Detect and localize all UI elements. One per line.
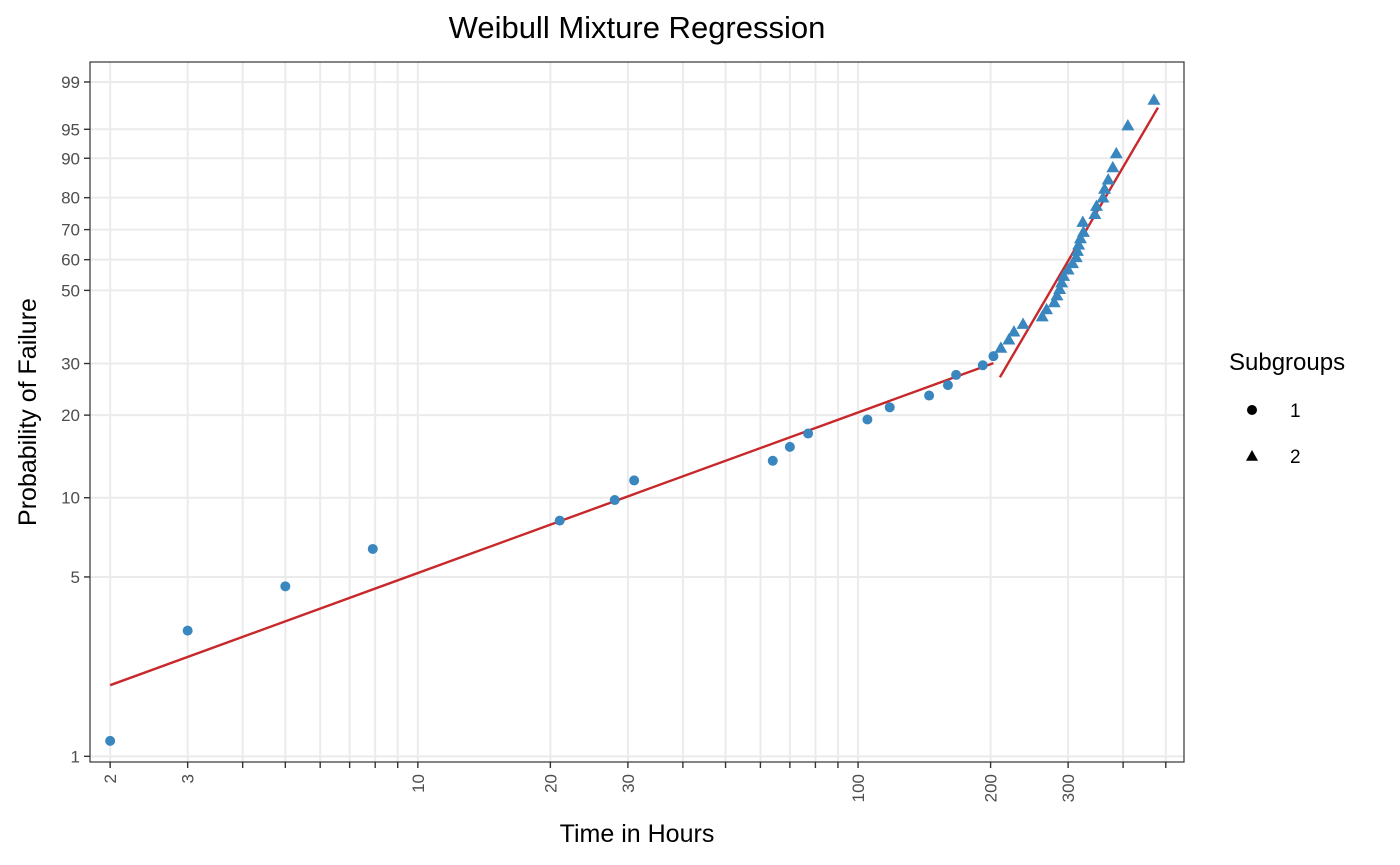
y-tick-label: 50 [61, 281, 80, 300]
data-point-triangle [1121, 118, 1135, 131]
y-tick-label: 99 [61, 73, 80, 92]
x-tick-label: 200 [982, 774, 1001, 802]
data-point-circle [784, 441, 795, 452]
data-point-triangle [1002, 333, 1016, 345]
data-point-circle [803, 428, 814, 439]
grid-lines [90, 62, 1184, 762]
data-point-circle [924, 390, 935, 401]
legend-label: 1 [1290, 401, 1301, 422]
y-tick-label: 20 [61, 406, 80, 425]
data-point-triangle [1035, 310, 1049, 322]
x-axis-title: Time in Hours [560, 820, 715, 848]
data-point-triangle [1070, 244, 1084, 256]
data-point-circle [280, 581, 291, 592]
data-point-triangle [1072, 238, 1086, 250]
data-point-circle [367, 543, 378, 554]
chart-title: Weibull Mixture Regression [449, 10, 826, 45]
data-point-triangle [1076, 215, 1090, 227]
legend-title: Subgroups [1229, 349, 1345, 376]
data-point-circle [767, 455, 778, 466]
legend-items: 12 [1246, 401, 1301, 468]
y-tick-label: 30 [61, 355, 80, 374]
data-point-circle [951, 369, 962, 380]
data-point-triangle [1109, 146, 1123, 159]
x-tick-label: 30 [619, 774, 638, 793]
fit-line-subgroup-1 [109, 361, 994, 687]
data-point-triangle [1073, 231, 1087, 244]
data-point-triangle [1096, 191, 1110, 203]
data-point-triangle [1057, 269, 1071, 281]
data-point-triangle [1076, 225, 1090, 237]
data-point-circle [988, 351, 999, 362]
data-point-triangle [1069, 250, 1083, 263]
data-point-triangle [1016, 317, 1030, 329]
data-point-triangle [1089, 199, 1103, 211]
y-tick-label: 1 [71, 747, 80, 766]
y-tick-label: 70 [61, 221, 80, 240]
y-tick-label: 10 [61, 489, 80, 508]
data-point-triangle [1061, 263, 1075, 275]
y-tick-label: 90 [61, 149, 80, 168]
x-tick-label: 300 [1059, 774, 1078, 802]
data-point-triangle [1147, 93, 1161, 105]
data-point-circle [942, 380, 953, 391]
plot-panel-border [89, 61, 1185, 763]
data-point-triangle [1050, 289, 1064, 301]
data-point-triangle [1055, 276, 1069, 288]
data-point-circle [629, 475, 640, 486]
data-point-circle [105, 735, 116, 746]
data-points [105, 93, 1161, 746]
data-point-circle [182, 625, 193, 636]
legend-label: 2 [1290, 447, 1301, 468]
data-point-triangle [1098, 182, 1112, 194]
legend: Subgroups 12 [1229, 349, 1345, 468]
data-point-triangle [1053, 282, 1067, 294]
x-tick-label: 3 [179, 774, 198, 783]
data-point-triangle [1040, 302, 1054, 315]
data-point-triangle [1106, 160, 1120, 173]
legend-key-triangle [1246, 450, 1258, 461]
y-tick-label: 80 [61, 189, 80, 208]
data-point-triangle [1101, 173, 1115, 185]
data-point-triangle [1047, 295, 1061, 308]
data-point-circle [554, 515, 565, 526]
data-point-circle [977, 360, 988, 371]
axes: 1 5 10 20 30 50 60 70 80 90 95 99 2 3 10 20 30 100 200 300 [61, 73, 1167, 802]
data-point-triangle [1088, 207, 1102, 219]
data-point-circle [609, 495, 620, 506]
y-axis-title: Probability of Failure [14, 298, 42, 526]
data-point-circle [884, 402, 895, 413]
data-point-triangle [994, 341, 1008, 353]
x-tick-label: 20 [541, 774, 560, 793]
legend-key-circle [1247, 405, 1257, 415]
y-tick-label: 5 [71, 568, 80, 587]
y-tick-label: 95 [61, 120, 80, 139]
x-tick-label: 2 [101, 774, 120, 783]
data-point-triangle [1007, 325, 1021, 337]
x-tick-label: 100 [849, 774, 868, 802]
x-tick-label: 10 [409, 774, 428, 793]
y-tick-label: 60 [61, 251, 80, 270]
data-point-circle [862, 414, 873, 425]
data-point-triangle [1066, 256, 1080, 269]
